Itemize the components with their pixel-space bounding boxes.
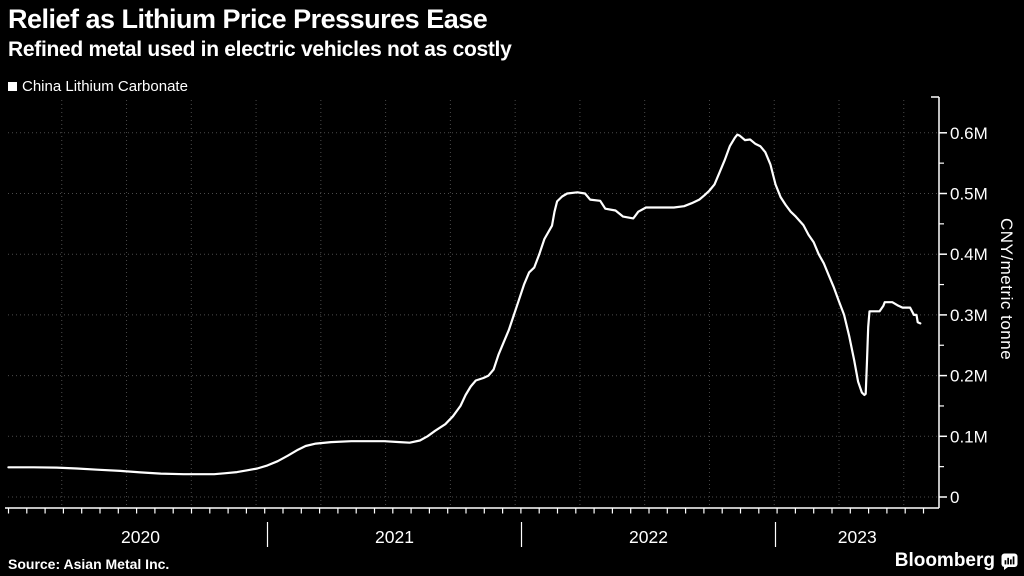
grid-vertical <box>61 100 905 508</box>
legend-square-marker <box>8 82 17 91</box>
year-separators <box>266 522 777 547</box>
x-tick-label: 2022 <box>629 527 668 547</box>
y-tick-label: 0.4M <box>950 245 988 264</box>
y-axis-ticks: 0 0.1M 0.2M 0.3M 0.4M 0.5M 0.6M <box>939 124 988 507</box>
x-axis-labels: 2020 2021 2022 2023 <box>121 527 877 547</box>
page-title: Relief as Lithium Price Pressures Ease <box>8 4 488 34</box>
page-subtitle: Refined metal used in electric vehicles … <box>8 38 512 61</box>
y-tick-label: 0.5M <box>950 185 988 204</box>
y-tick-label: 0 <box>950 488 959 507</box>
y-tick-label: 0.3M <box>950 306 988 325</box>
grid-horizontal <box>8 132 939 498</box>
axes <box>5 96 940 509</box>
series <box>7 133 922 476</box>
y-axis-label: CNY/metric tonne <box>997 218 1016 361</box>
x-tick-label: 2020 <box>121 527 160 547</box>
y-tick-label: 0.2M <box>950 367 988 386</box>
y-tick-label: 0.1M <box>950 427 988 446</box>
x-tick-label: 2021 <box>375 527 414 547</box>
x-axis-ticks <box>7 508 925 514</box>
bloomberg-wordmark: Bloomberg <box>894 550 995 571</box>
legend-label: China Lithium Carbonate <box>22 78 188 95</box>
price-line <box>7 133 922 476</box>
bloomberg-media-icon <box>1001 553 1018 570</box>
legend: China Lithium Carbonate <box>8 78 188 95</box>
bloomberg-logo: Bloomberg <box>895 550 1018 572</box>
source-note: Source: Asian Metal Inc. <box>8 556 170 572</box>
y-tick-label: 0.6M <box>950 124 988 143</box>
x-tick-label: 2023 <box>838 527 877 547</box>
